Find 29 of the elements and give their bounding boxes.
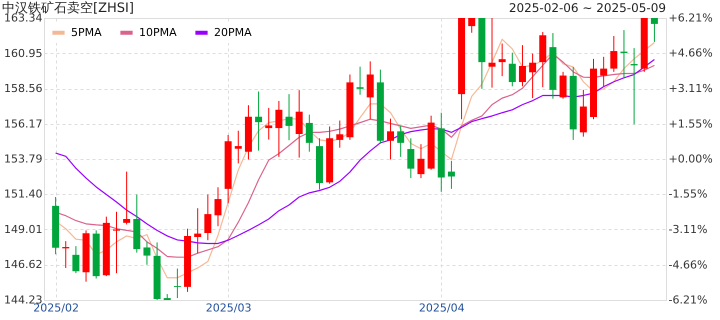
text: 2025-02-06 ~ 2025-05-09	[508, 1, 666, 15]
y-tick-label: 146.62	[4, 258, 42, 272]
y-tick-label: 151.40	[4, 188, 42, 201]
y2-tick-label: -1.55%	[668, 188, 708, 201]
y2-tick-label: +4.66%	[668, 46, 713, 60]
x-tick-label: 2025/03	[206, 302, 252, 314]
candlestick	[356, 66, 364, 95]
y-tick-label: 158.56	[4, 82, 42, 96]
y2-tick-label: +6.21%	[668, 12, 713, 24]
legend-label: 5PMA	[71, 26, 102, 39]
y-tick-label: 160.95	[4, 46, 42, 60]
candlestick	[174, 268, 181, 298]
candlestick	[620, 30, 628, 78]
candlestick	[123, 172, 130, 224]
candlestick	[62, 241, 70, 268]
candlestick	[630, 48, 638, 124]
y2-tick-label: -3.11%	[668, 223, 708, 236]
legend-label: 20PMA	[214, 26, 252, 39]
y-tick-label: 163.34	[4, 12, 42, 24]
y-tick-label: 153.79	[4, 152, 42, 166]
x-tick-label: 2025/04	[418, 302, 465, 314]
y2-tick-label: -4.66%	[668, 258, 708, 272]
y2-tick-label: +3.11%	[668, 82, 713, 95]
legend-label: 10PMA	[139, 26, 178, 39]
y-tick-label: 156.17	[4, 117, 42, 130]
y2-tick-label: +1.55%	[668, 117, 713, 130]
y2-tick-label: +0.00%	[668, 152, 713, 166]
y2-tick-label: -6.21%	[668, 294, 708, 306]
y-tick-label: 149.01	[4, 222, 42, 236]
